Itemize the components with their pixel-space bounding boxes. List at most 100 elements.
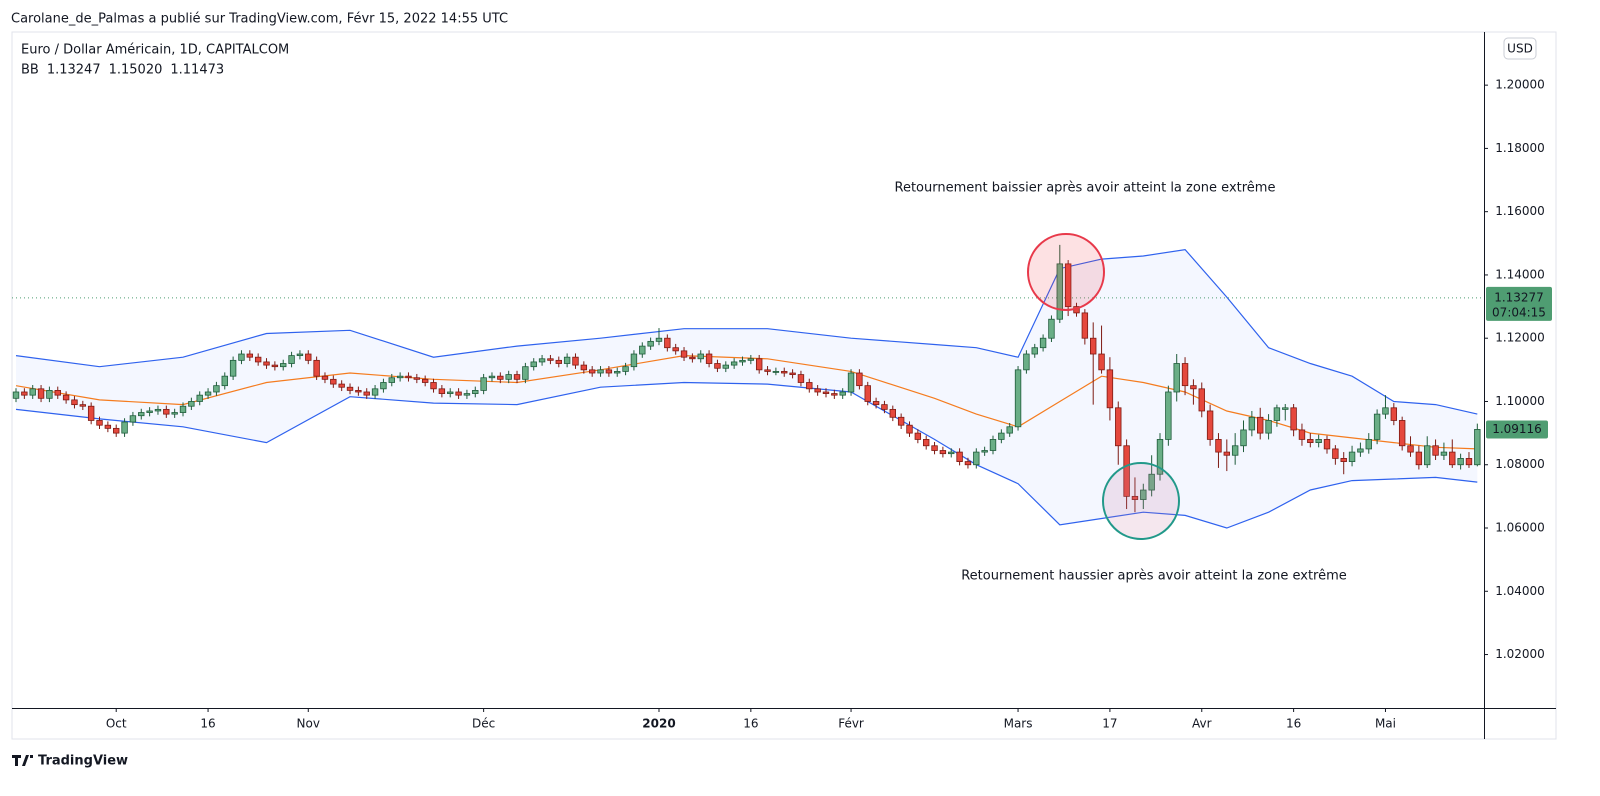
x-tick-label: 16 <box>743 717 758 731</box>
candle-body <box>330 378 337 385</box>
candle-body <box>1332 448 1339 459</box>
candle-body <box>371 388 379 396</box>
candle-body <box>730 361 738 366</box>
candle-body <box>1064 263 1072 307</box>
candle-body <box>29 388 36 396</box>
candle-body <box>1315 439 1322 443</box>
candle-body <box>1373 413 1381 440</box>
band-line <box>15 248 1478 415</box>
candle-body <box>1265 420 1272 434</box>
candle-body <box>1023 353 1030 371</box>
candle-body <box>480 377 487 391</box>
candle-body <box>1231 445 1239 456</box>
candle-body <box>1140 489 1147 500</box>
candle-body <box>1048 318 1055 339</box>
candle-body <box>396 375 404 379</box>
y-tick-label: 1.14000 <box>1495 267 1545 281</box>
candle-body <box>822 391 830 394</box>
legend-value: 1.13247 <box>47 63 101 78</box>
candle-body <box>104 424 112 429</box>
candle-body <box>288 355 295 364</box>
candle-body <box>1206 410 1214 440</box>
candle-body <box>1474 429 1481 466</box>
candle-body <box>956 451 963 462</box>
candle-body <box>1181 363 1189 387</box>
current-price-label: 1.13277 <box>1494 290 1544 304</box>
candle-body <box>455 391 462 396</box>
candle-body <box>897 416 905 426</box>
currency-box[interactable] <box>1503 37 1537 60</box>
candle-body <box>213 385 220 393</box>
candle-body <box>1457 458 1464 466</box>
candle-body <box>62 394 70 401</box>
candle-body <box>254 356 262 363</box>
legend-value: 1.11473 <box>170 63 224 78</box>
x-tick-label: 16 <box>1286 717 1301 731</box>
candle-body <box>597 369 604 374</box>
candle-body <box>689 356 696 360</box>
publisher-line: Carolane_de_Palmas a publié sur TradingV… <box>11 12 508 27</box>
candle-body <box>739 359 746 363</box>
candle-body <box>1190 385 1197 390</box>
candle-body <box>221 375 228 387</box>
candle-body <box>1340 458 1347 462</box>
last-close-label: 1.09116 <box>1492 422 1542 436</box>
candle-body <box>1407 445 1414 453</box>
candle-body <box>572 356 579 366</box>
candle-body <box>630 353 638 368</box>
candle-body <box>864 385 871 402</box>
candle-body <box>421 378 429 383</box>
candle-body <box>1156 439 1164 475</box>
candle-body <box>522 366 529 380</box>
candle-body <box>797 374 805 383</box>
y-tick-label: 1.04000 <box>1495 584 1545 598</box>
candle-body <box>79 404 87 407</box>
candle-body <box>1449 451 1456 466</box>
candle-body <box>1273 407 1281 421</box>
candle-body <box>906 424 913 434</box>
candle-body <box>547 358 554 361</box>
candle-body <box>672 347 679 352</box>
countdown: 07:04:15 <box>1492 305 1546 319</box>
candle-body <box>647 340 654 347</box>
candle-body <box>513 374 521 380</box>
candle-body <box>639 345 646 355</box>
logo-icon <box>12 755 33 766</box>
candle-body <box>856 372 863 387</box>
legend-value: 1.15020 <box>109 63 163 78</box>
candle-body <box>747 358 755 361</box>
candle-body <box>229 359 237 377</box>
candle-body <box>154 408 162 412</box>
x-tick-label: 17 <box>1102 717 1117 731</box>
x-tick-label: Mai <box>1375 717 1396 731</box>
candle-body <box>238 353 245 361</box>
candle-body <box>530 361 537 368</box>
candle-body <box>914 432 922 440</box>
candle-body <box>305 353 312 361</box>
candle-body <box>555 359 562 364</box>
logo: TradingView <box>12 754 128 769</box>
x-tick-label: 16 <box>200 717 215 731</box>
candle-body <box>263 361 270 366</box>
plot-area <box>12 244 1484 529</box>
candle-body <box>1031 347 1038 355</box>
candle-body <box>1282 407 1289 410</box>
y-tick-label: 1.02000 <box>1495 647 1545 661</box>
candle-body <box>1148 473 1155 491</box>
currency[interactable]: USD <box>1507 42 1533 56</box>
annotation: Retournement haussier après avoir attein… <box>961 569 1347 584</box>
candle-body <box>989 439 997 451</box>
annotation-circle <box>1027 233 1105 311</box>
candle-body <box>1257 416 1264 434</box>
candle-body <box>447 391 454 394</box>
candle-body <box>1215 439 1222 453</box>
candle-body <box>764 369 771 372</box>
indicator-name: BB <box>21 63 39 78</box>
y-tick-label: 1.08000 <box>1495 457 1545 471</box>
candle-body <box>789 372 796 375</box>
candle-body <box>881 404 888 410</box>
candle-body <box>1090 337 1097 355</box>
x-tick-label: Oct <box>106 717 127 731</box>
candle-body <box>847 372 855 393</box>
